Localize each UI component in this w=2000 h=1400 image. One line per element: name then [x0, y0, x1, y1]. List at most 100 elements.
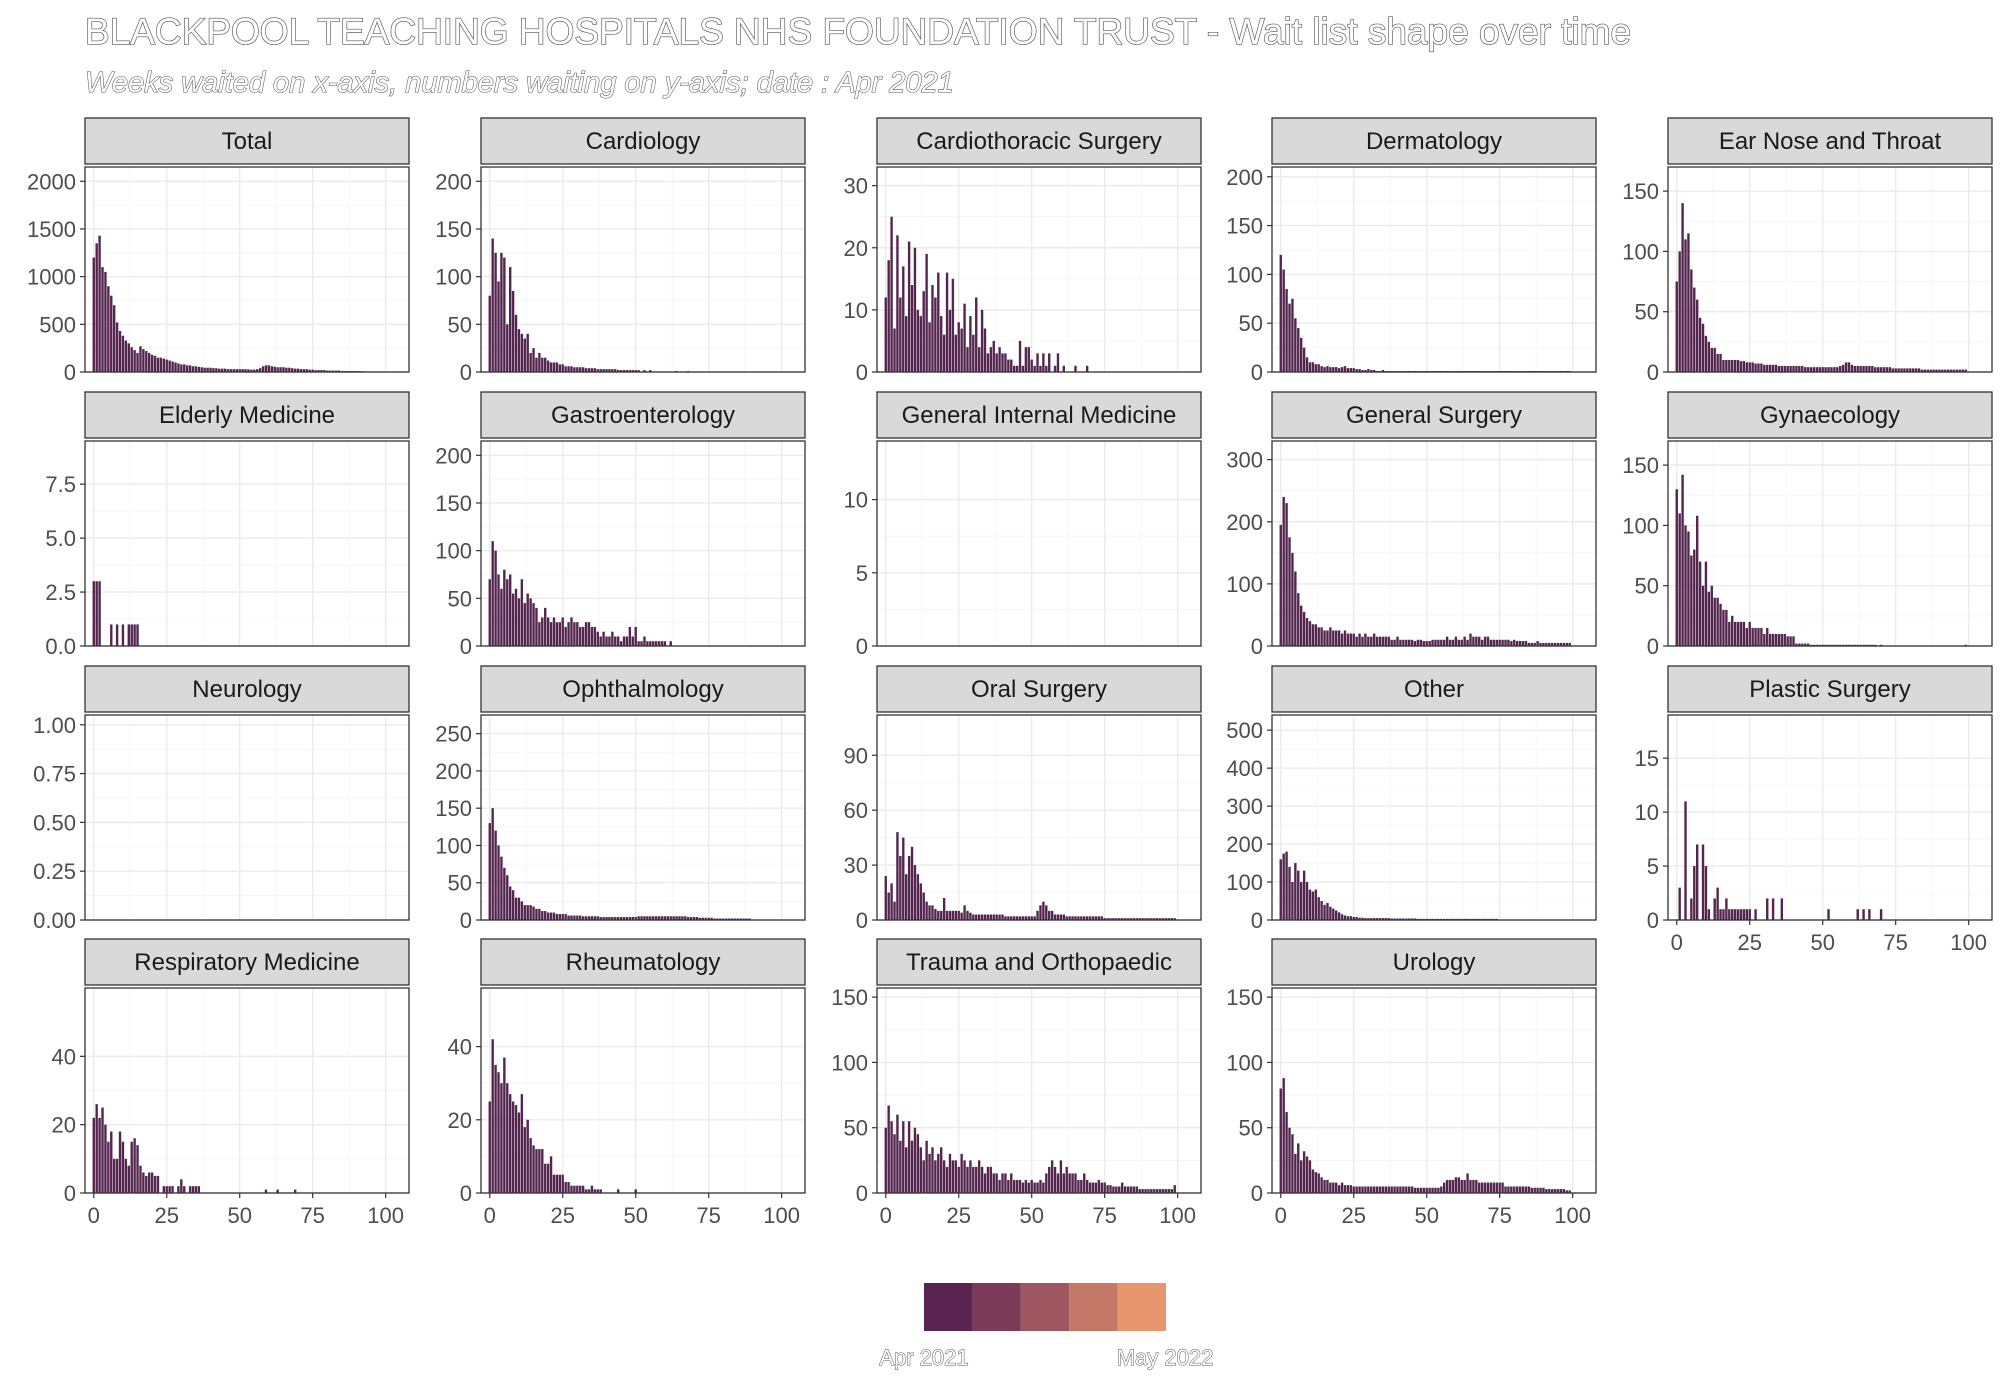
bar	[546, 912, 550, 920]
bar	[514, 1105, 518, 1193]
bar	[1335, 1182, 1338, 1193]
bar	[532, 603, 535, 646]
bar	[940, 910, 943, 920]
x-tick-label: 50	[1414, 1203, 1438, 1228]
bar	[657, 916, 661, 920]
bar	[503, 1057, 506, 1193]
facet-title: Trauma and Orthopaedic	[906, 949, 1172, 976]
bar	[500, 1083, 503, 1193]
bar	[517, 598, 521, 646]
bar	[1329, 1182, 1332, 1193]
bar	[942, 898, 946, 920]
bar	[1291, 882, 1294, 920]
bar	[1355, 636, 1358, 646]
bar	[1416, 1187, 1420, 1193]
bar	[1801, 643, 1804, 646]
bar	[1355, 1186, 1358, 1193]
panel-background	[481, 715, 805, 920]
bar	[1786, 365, 1789, 372]
bar	[1126, 1186, 1130, 1193]
x-tick-label: 25	[1737, 930, 1761, 955]
bar	[1062, 365, 1066, 372]
bar	[1387, 918, 1390, 920]
bar	[1074, 916, 1077, 920]
bar	[127, 343, 130, 372]
bar	[133, 350, 136, 372]
bar	[1358, 917, 1361, 920]
bar	[1294, 571, 1297, 646]
bar	[986, 914, 990, 920]
bar	[1393, 1186, 1396, 1193]
bar	[165, 1186, 168, 1193]
bar	[1405, 918, 1408, 920]
bar	[1955, 369, 1959, 372]
facet-title: Urology	[1393, 949, 1476, 976]
bar	[1378, 918, 1382, 920]
bar	[1731, 909, 1734, 920]
bar	[1888, 367, 1892, 372]
bar	[1489, 1182, 1493, 1193]
bar	[1565, 642, 1569, 646]
bar	[1728, 909, 1731, 920]
bar	[1833, 367, 1836, 372]
bar	[1469, 1179, 1472, 1193]
bar	[1454, 1177, 1458, 1193]
x-tick-label: 75	[1092, 1203, 1116, 1228]
bar	[1375, 918, 1379, 920]
bar	[1083, 1173, 1086, 1193]
facet-title: Cardiology	[586, 128, 701, 155]
bar	[576, 367, 579, 372]
bar	[611, 369, 614, 372]
bar	[1299, 882, 1303, 920]
bar	[1352, 916, 1355, 920]
bar	[951, 910, 955, 920]
facet-strip	[480, 117, 806, 165]
bar	[1282, 269, 1285, 372]
y-tick-label: 10	[844, 488, 868, 513]
facet-general-surgery: General Surgery 0 100 200 300	[1226, 391, 1597, 659]
bar	[1513, 639, 1516, 646]
bar	[1748, 362, 1751, 372]
bar	[1329, 906, 1332, 920]
bar	[1422, 1187, 1425, 1193]
bar	[689, 917, 693, 920]
y-tick-label: 150	[1622, 453, 1659, 478]
bar	[558, 1174, 562, 1193]
bar	[649, 641, 652, 646]
bar	[1675, 489, 1678, 646]
bar	[197, 366, 201, 372]
bar	[1725, 359, 1728, 372]
x-tick-label: 0	[484, 1203, 496, 1228]
bar	[1288, 1127, 1291, 1193]
bar	[1469, 633, 1472, 646]
bar	[185, 365, 189, 372]
bar	[92, 581, 95, 646]
bar	[1515, 641, 1519, 646]
bar	[1527, 642, 1531, 646]
bar	[1332, 367, 1335, 372]
facet-strip	[1667, 117, 1993, 165]
bar	[634, 626, 637, 646]
bar	[1123, 1186, 1127, 1193]
bar	[552, 1174, 556, 1193]
bar	[910, 846, 914, 920]
chart-subtitle: Weeks waited on x-axis, numbers waiting …	[85, 67, 954, 99]
y-tick-label: 0	[1251, 634, 1263, 659]
bar	[191, 1186, 195, 1193]
y-tick-label: 5.0	[45, 526, 76, 551]
bar	[1164, 918, 1168, 920]
bar	[581, 367, 585, 372]
bar	[573, 367, 576, 372]
bar	[1358, 633, 1361, 646]
panel-border	[84, 987, 410, 1194]
bar	[1027, 347, 1030, 372]
bar	[1431, 1187, 1434, 1193]
bar	[1413, 1187, 1417, 1193]
bar	[1311, 1169, 1315, 1193]
bar	[168, 1186, 171, 1193]
bar	[1768, 364, 1772, 372]
bar	[584, 1189, 588, 1193]
bar	[1337, 912, 1341, 920]
bar	[1874, 367, 1877, 372]
facet-title: General Internal Medicine	[902, 402, 1177, 429]
